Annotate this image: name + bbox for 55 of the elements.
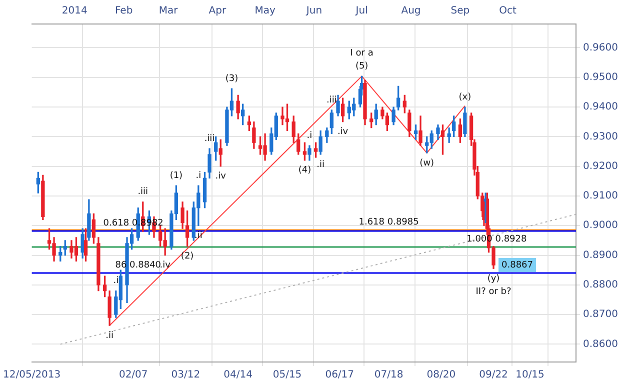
annotation: .iv xyxy=(337,127,349,138)
y-tick-label: 0.9400 xyxy=(583,102,618,113)
y-tick-label: 0.9000 xyxy=(583,220,618,232)
y-tick-label: 0.9200 xyxy=(583,160,618,172)
annotation: .ii xyxy=(316,160,325,170)
x-tick-label: 05/15 xyxy=(272,370,302,381)
annotation: (4) xyxy=(298,166,312,176)
x2-tick-label: 2014 xyxy=(62,6,88,17)
annotation: .iv xyxy=(215,172,227,182)
annotation: I or a xyxy=(350,48,374,59)
x2-tick-label: Jul xyxy=(354,6,368,17)
x2-tick-label: May xyxy=(254,6,276,17)
x2-tick-label: Sep xyxy=(450,6,470,17)
annotation: .i xyxy=(306,130,312,141)
y-tick-label: 0.8600 xyxy=(583,338,618,350)
annotation: (2) xyxy=(180,252,194,262)
x-tick-label: 06/17 xyxy=(325,370,354,381)
x-tick-label: 08/20 xyxy=(426,370,456,381)
x2-tick-label: Apr xyxy=(208,6,227,17)
x-tick-label: 02/07 xyxy=(118,370,148,381)
y-tick-label: 0.8800 xyxy=(583,280,618,291)
x-tick-label: 12/05/2013 xyxy=(3,370,61,381)
y-tick-label: 0.9500 xyxy=(583,72,618,83)
annotation: (w) xyxy=(420,158,434,168)
y-tick-label: 0.9300 xyxy=(583,131,618,142)
y-tick-label: 0.9600 xyxy=(583,42,618,54)
annotation: .ii xyxy=(106,330,114,341)
x-tick-label: 09/22 xyxy=(479,370,508,381)
x2-tick-label: Mar xyxy=(158,6,179,17)
annotation: .iii xyxy=(138,187,148,198)
annotation: II? or b? xyxy=(476,286,512,297)
x2-tick-label: Jun xyxy=(305,6,322,17)
x2-tick-label: Oct xyxy=(499,6,517,17)
annotation: .ii xyxy=(194,230,202,241)
annotation: .iii xyxy=(204,134,215,144)
annotation: (1) xyxy=(170,170,183,181)
x-tick-label: 07/18 xyxy=(374,370,404,381)
annotation: (3) xyxy=(225,74,238,84)
annotation: (y) xyxy=(487,274,500,284)
y-tick-label: 0.8900 xyxy=(583,250,618,261)
annotation: (5) xyxy=(355,62,368,72)
annotation: .iii xyxy=(326,95,337,106)
x-tick-label: 04/14 xyxy=(224,370,252,381)
x-tick-label: 10/15 xyxy=(516,370,544,381)
annotation: 1.618 0.8985 xyxy=(358,217,419,228)
x2-tick-label: Aug xyxy=(401,6,421,17)
y-tick-label: 0.8700 xyxy=(583,309,618,320)
annotation: 0.8867 xyxy=(502,260,534,270)
x2-tick-label: Feb xyxy=(114,6,133,17)
annotation: .i xyxy=(196,170,202,181)
y-tick-label: 0.9100 xyxy=(583,190,618,202)
annotation: .iv xyxy=(160,260,172,271)
x-tick-label: 03/12 xyxy=(171,370,200,381)
annotation: (x) xyxy=(458,92,472,102)
annotation: .i xyxy=(113,276,119,286)
